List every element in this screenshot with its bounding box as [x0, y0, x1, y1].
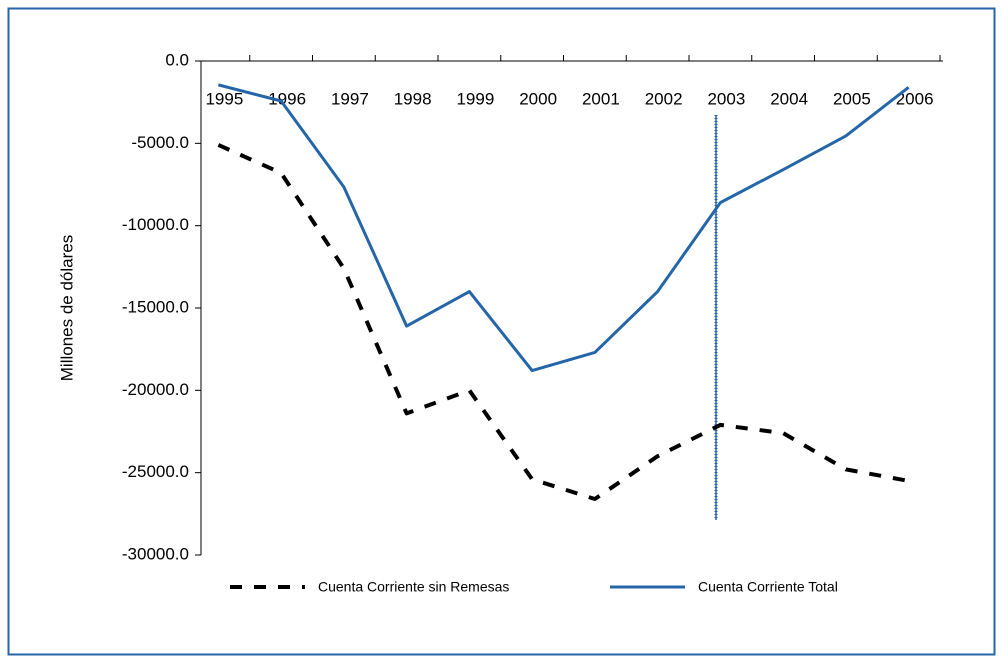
y-tick-label: -20000.0 — [122, 380, 189, 399]
legend-label: Cuenta Corriente sin Remesas — [318, 579, 509, 595]
y-tick-label: -10000.0 — [122, 215, 189, 234]
y-tick-label: -5000.0 — [131, 133, 189, 152]
y-tick-label: -25000.0 — [122, 462, 189, 481]
x-tick-label: 2003 — [707, 89, 745, 108]
y-tick-label: -15000.0 — [122, 297, 189, 316]
x-tick-label: 1995 — [205, 89, 243, 108]
y-tick-label: -30000.0 — [122, 544, 189, 563]
x-tick-label: 2000 — [519, 89, 557, 108]
x-tick-label: 1996 — [268, 89, 306, 108]
x-tick-label: 1999 — [456, 89, 494, 108]
x-tick-label: 1997 — [331, 89, 369, 108]
y-tick-label: 0.0 — [165, 50, 189, 69]
x-tick-label: 2006 — [896, 89, 934, 108]
series-line — [218, 83, 910, 373]
x-tick-label: 2002 — [645, 89, 683, 108]
x-tick-label: 2005 — [833, 89, 871, 108]
legend-label: Cuenta Corriente Total — [698, 579, 838, 595]
series-line — [217, 143, 909, 502]
x-tick-label: 1998 — [394, 89, 432, 108]
x-tick-label: 2004 — [770, 89, 808, 108]
y-axis-label: Millones de dólares — [57, 235, 76, 381]
x-tick-label: 2001 — [582, 89, 620, 108]
